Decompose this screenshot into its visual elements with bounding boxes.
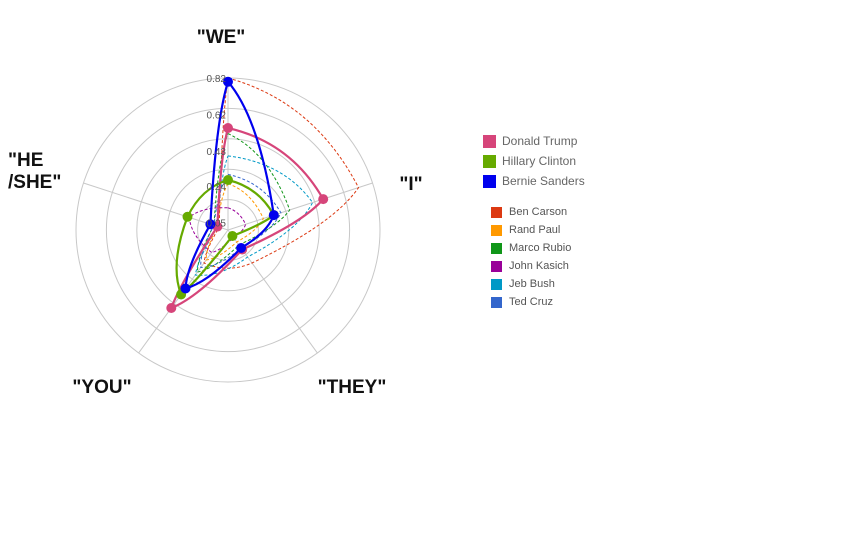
point-donald-trump-we xyxy=(223,123,233,133)
point-bernie-sanders-they xyxy=(236,243,247,253)
grid-spoke-2 xyxy=(227,182,373,231)
series-line-hillary-clinton xyxy=(175,178,276,297)
legend-label: Ted Cruz xyxy=(509,296,554,308)
legend-label: Marco Rubio xyxy=(509,242,572,254)
legend-item-bernie-sanders: Bernie Sanders xyxy=(483,171,585,191)
tick-label-5: 0.82 xyxy=(207,74,227,85)
tick-label-3: 0.43 xyxy=(207,147,227,158)
legend-item-ben-carson: Ben Carson xyxy=(491,203,571,221)
point-bernie-sanders-you xyxy=(180,283,191,294)
legend-label: Ben Carson xyxy=(509,206,568,218)
series-line-marco-rubio xyxy=(196,133,291,273)
radar-series xyxy=(169,77,360,310)
point-bernie-sanders-he-she xyxy=(205,219,216,230)
axis-title-he-she: "HE/SHE" xyxy=(8,150,61,193)
tick-label-1: 0.05 xyxy=(207,218,227,229)
legend-label: John Kasich xyxy=(509,260,569,272)
radar-markers xyxy=(166,76,329,313)
legend-item-donald-trump: Donald Trump xyxy=(483,131,585,151)
series-line-bernie-sanders xyxy=(184,80,275,290)
point-bernie-sanders-i xyxy=(268,210,279,221)
point-hillary-clinton-he-she xyxy=(182,211,193,222)
legend-swatch xyxy=(491,278,502,290)
legend-item-hillary-clinton: Hillary Clinton xyxy=(483,151,585,171)
axis-title-you: "YOU" xyxy=(72,377,131,398)
legend-swatch xyxy=(491,224,502,236)
legend-label: Donald Trump xyxy=(502,134,578,148)
legend-label: Jeb Bush xyxy=(509,278,555,290)
point-hillary-clinton-they xyxy=(227,231,238,241)
legend-swatch xyxy=(483,174,496,188)
radar-labels: 0.05 0.24 0.43 0.62 0.82 "WE" "I" "THEY" "YOU" "H… xyxy=(8,27,423,398)
point-hillary-clinton-we xyxy=(223,175,233,185)
point-bernie-sanders-we xyxy=(223,76,233,87)
legend-swatch xyxy=(483,154,496,168)
legend-swatch xyxy=(483,134,496,148)
tick-label-2: 0.24 xyxy=(207,182,227,193)
legend-item-ted-cruz: Ted Cruz xyxy=(491,293,571,311)
legend-swatch xyxy=(491,242,502,254)
legend-item-marco-rubio: Marco Rubio xyxy=(491,239,571,257)
legend-swatch xyxy=(491,296,502,308)
legend-swatch xyxy=(491,260,502,272)
legend-secondary: Ben Carson Rand Paul Marco Rubio John Kasic… xyxy=(491,203,571,311)
point-donald-trump-i xyxy=(318,194,329,205)
series-line-rand-paul xyxy=(205,183,264,261)
axis-title-i: "I" xyxy=(399,174,422,195)
legend-main: Donald Trump Hillary Clinton Bernie Sander… xyxy=(483,131,585,191)
legend-item-jeb-bush: Jeb Bush xyxy=(491,275,571,293)
axis-title-they: "THEY" xyxy=(318,377,387,398)
legend-item-rand-paul: Rand Paul xyxy=(491,221,571,239)
grid-spoke-5 xyxy=(83,182,229,231)
legend-item-john-kasich: John Kasich xyxy=(491,257,571,275)
series-line-ben-carson xyxy=(203,77,360,269)
legend-label: Bernie Sanders xyxy=(502,174,585,188)
legend-label: Hillary Clinton xyxy=(502,154,577,168)
point-donald-trump-you xyxy=(166,303,177,313)
series-line-donald-trump xyxy=(169,126,325,310)
legend-label: Rand Paul xyxy=(509,224,561,236)
legend-swatch xyxy=(491,206,502,218)
tick-label-4: 0.62 xyxy=(207,110,227,121)
axis-title-we: "WE" xyxy=(197,27,246,48)
series-line-ted-cruz xyxy=(200,173,282,269)
